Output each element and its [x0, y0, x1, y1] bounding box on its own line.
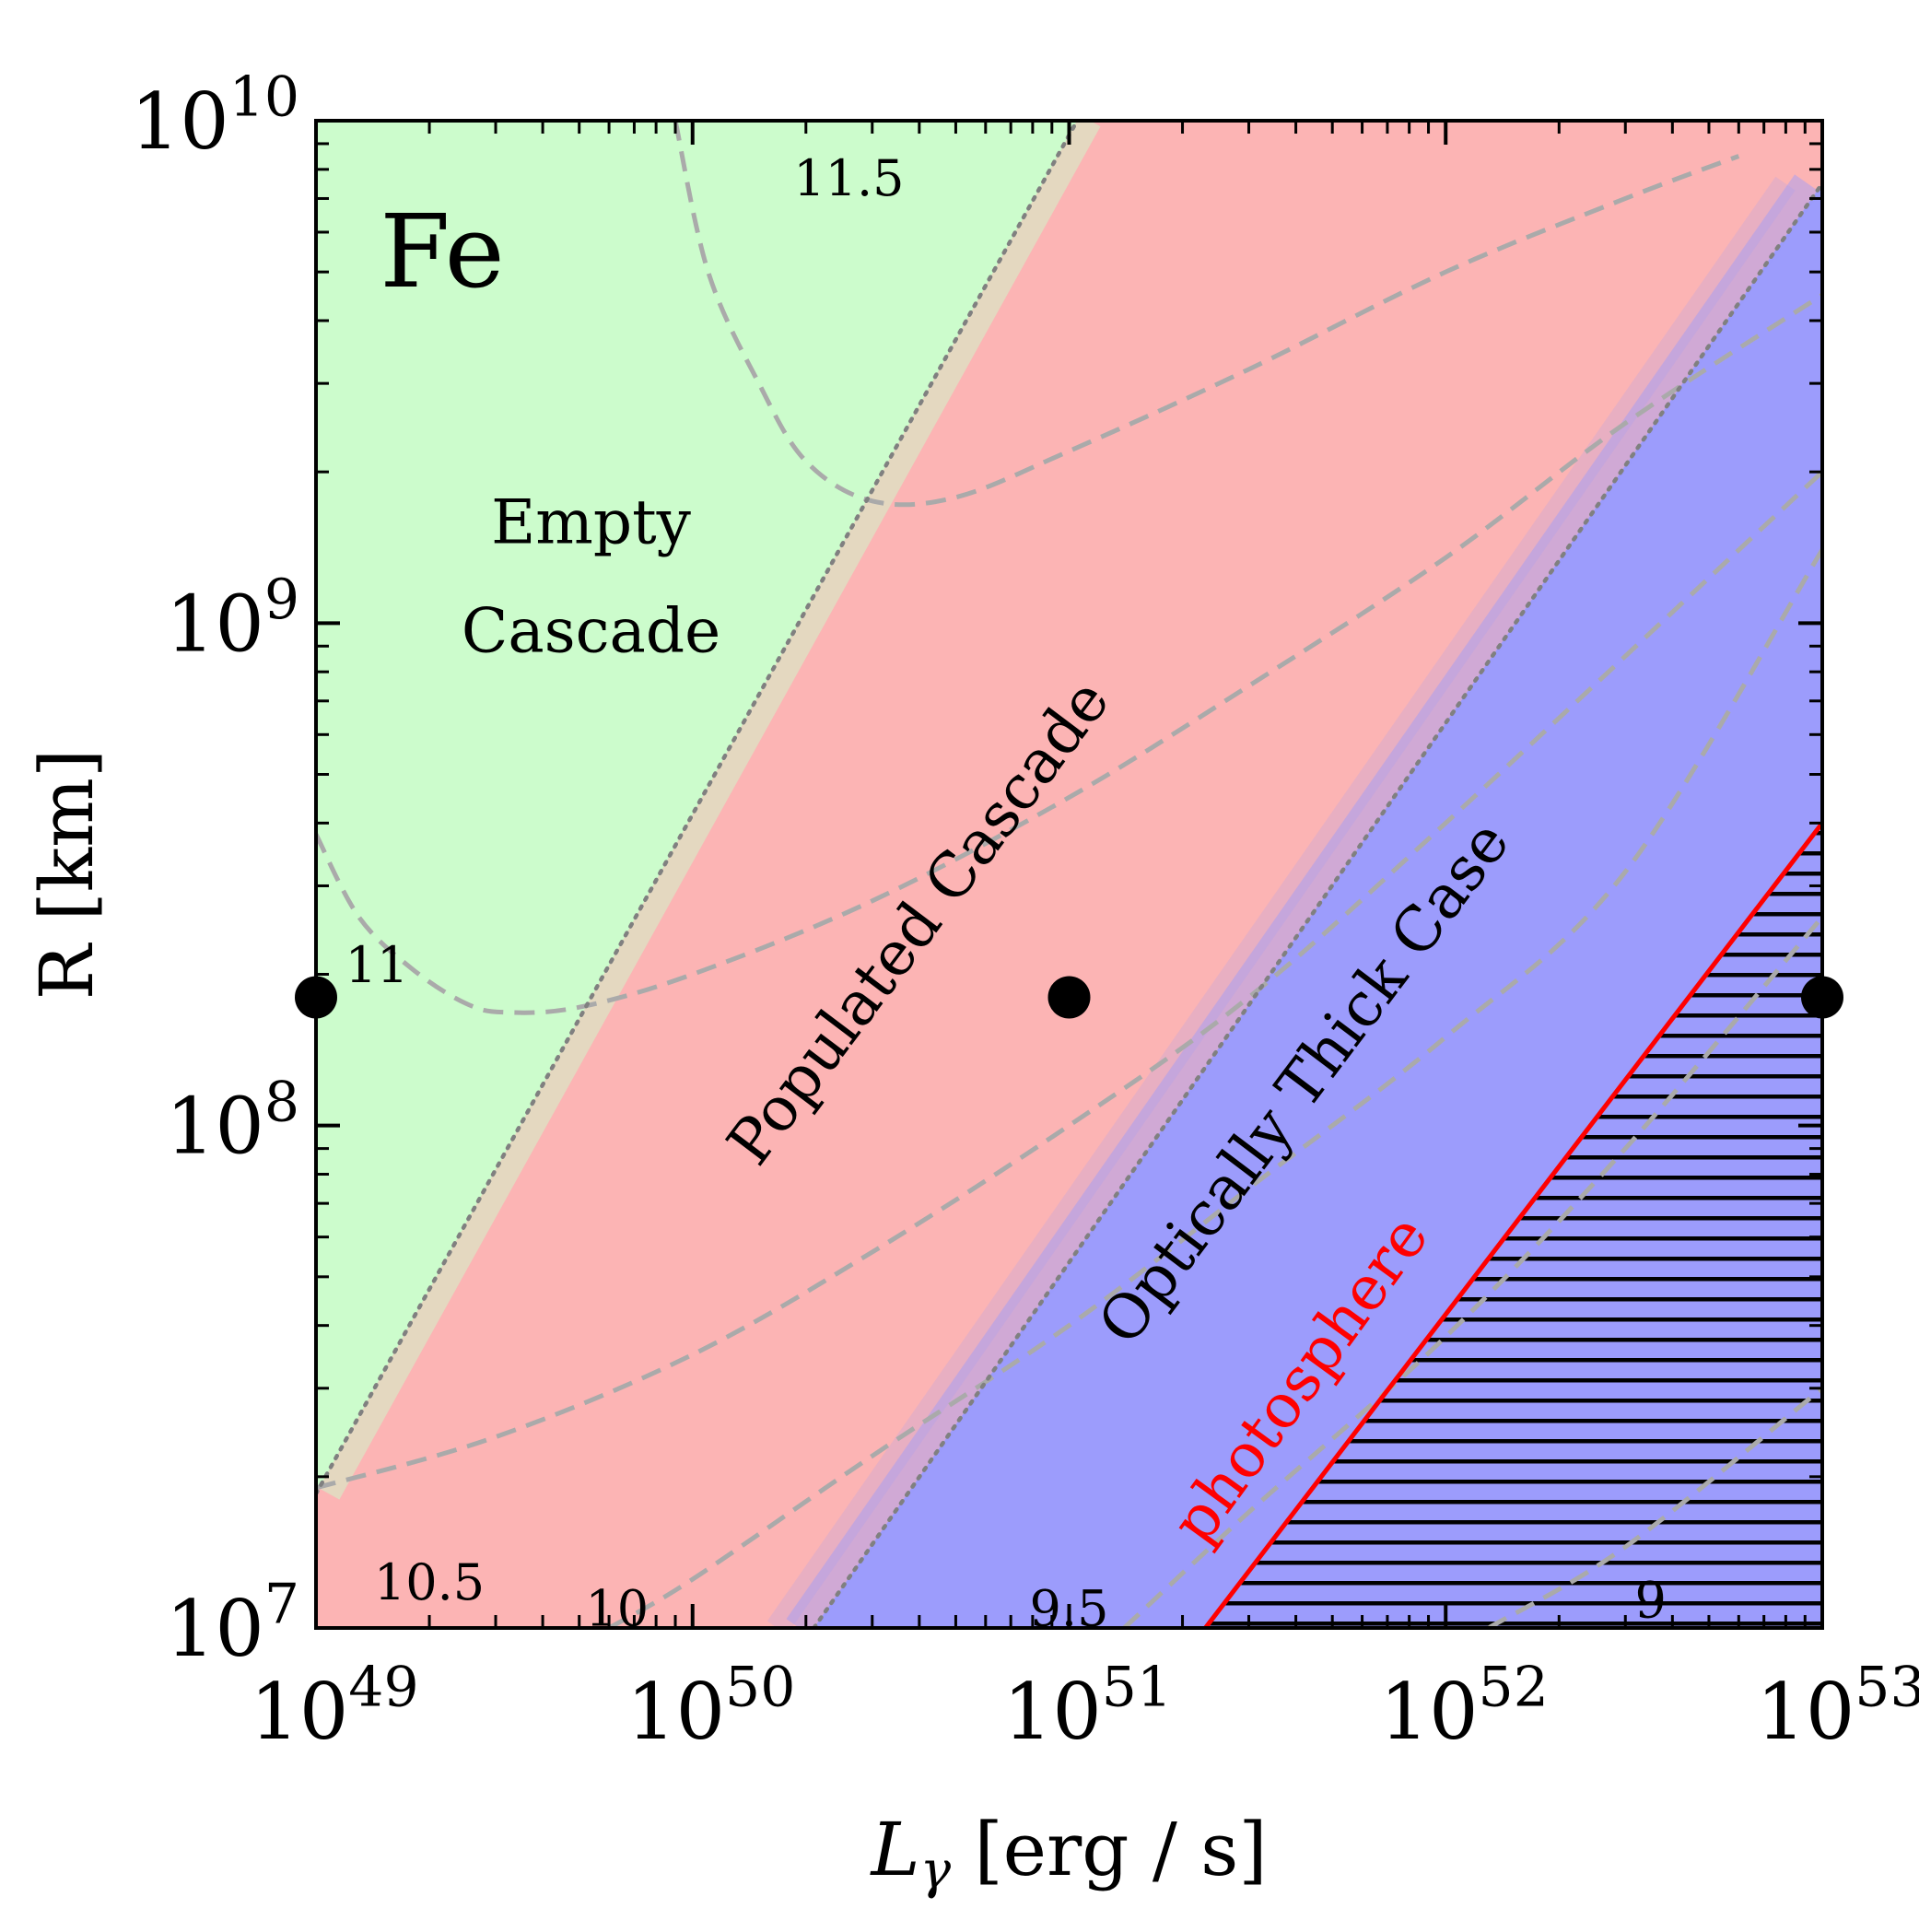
y-tick-label: 108: [166, 1070, 299, 1171]
x-tick-label: 1053: [1756, 1656, 1919, 1757]
y-tick-label: 1010: [131, 65, 299, 167]
contour-line-10: [607, 548, 1822, 1628]
empty-cascade-label: Cascade: [462, 595, 720, 666]
contour-label: 11: [345, 936, 409, 994]
y-tick-label: 107: [166, 1573, 299, 1674]
thick-blend-band-outer: [766, 176, 1796, 1628]
x-tick-label: 1049: [250, 1656, 418, 1757]
contour-label: 10: [585, 1580, 649, 1638]
photosphere-line: [1203, 821, 1822, 1628]
x-tick-label: 1052: [1380, 1656, 1549, 1757]
plot-frame: [314, 119, 1824, 1630]
contour-line-9: [1487, 1386, 1822, 1628]
y-axis-label: R [km]: [24, 749, 110, 1000]
contour-line-9-5: [1122, 915, 1822, 1628]
data-marker: [1047, 976, 1091, 1019]
contour-label: 10.5: [374, 1553, 485, 1611]
contour-line-11: [316, 293, 1822, 1015]
x-axis-label: Lγ [erg / s]: [869, 1807, 1267, 1901]
thick-blend-band: [786, 174, 1820, 1628]
data-marker: [295, 976, 337, 1019]
data-marker: [1801, 976, 1843, 1019]
contour-label: 11.5: [793, 149, 904, 207]
contour-label: 9.5: [1030, 1580, 1109, 1638]
y-tick-label: 109: [166, 568, 299, 669]
boundary-empty-populated: [316, 121, 1080, 1496]
x-tick-label: 1051: [1003, 1656, 1172, 1757]
boundary-populated-thick: [812, 181, 1822, 1628]
panel-label: Fe: [380, 193, 504, 310]
empty-blend-band: [318, 121, 1101, 1500]
contour-label: 9: [1634, 1571, 1666, 1629]
empty-cascade-label: Empty: [491, 486, 692, 557]
contours-layer: [316, 121, 1822, 1628]
x-tick-label: 1050: [626, 1656, 795, 1757]
regions-layer: [316, 121, 1822, 1628]
